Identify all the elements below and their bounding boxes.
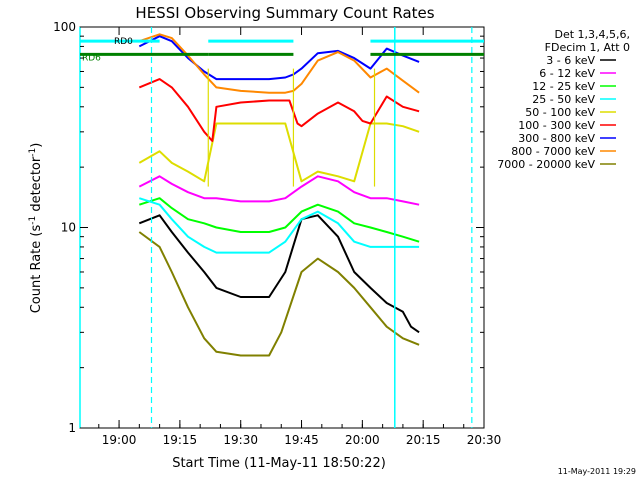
- y-axis-label-part-5: ): [29, 143, 44, 148]
- legend-label-9: 7000 - 20000 keV: [497, 158, 595, 171]
- legend-label-6: 100 - 300 keV: [518, 119, 595, 132]
- legend-label-3: 12 - 25 keV: [532, 80, 595, 93]
- legend-label-1: 3 - 6 keV: [546, 54, 595, 67]
- series-line-1: [138, 214, 420, 334]
- legend-label-7: 300 - 800 keV: [518, 132, 595, 145]
- x-tick-label-6: 20:15: [406, 433, 441, 447]
- legend-label-4: 25 - 50 keV: [532, 93, 595, 106]
- x-tick-label-4: 19:45: [284, 433, 319, 447]
- rd6-label: RD6: [82, 53, 101, 63]
- series-line-2: [138, 175, 420, 206]
- series-line-4: [138, 197, 420, 254]
- y-tick-label-1: 1: [68, 421, 76, 435]
- axes-layer: 19:00 19:15 19:30 19:45 20:00 20:15 20:30 1 10 10…: [53, 20, 501, 447]
- y-tick-label-2: 10: [61, 221, 76, 235]
- y-axis-label-part-3: detector: [29, 156, 44, 216]
- footer-date: 11-May-2011 19:29: [558, 467, 636, 476]
- legend-label-8: 800 - 7000 keV: [511, 145, 595, 158]
- series-line-9: [138, 231, 420, 357]
- x-tick-label-2: 19:15: [163, 433, 198, 447]
- rd0-label: RD0: [114, 37, 133, 47]
- x-tick-label-5: 20:00: [345, 433, 380, 447]
- y-axis-label-part-4: -1: [28, 148, 38, 157]
- y-tick-label-3: 100: [53, 20, 76, 34]
- x-tick-label-3: 19:30: [223, 433, 258, 447]
- legend-label-5: 50 - 100 keV: [525, 106, 595, 119]
- x-tick-label-7: 20:30: [467, 433, 502, 447]
- x-axis-label: Start Time (11-May-11 18:50:22): [172, 456, 386, 471]
- series-line-3: [138, 197, 420, 243]
- legend: Det 1,3,4,5,6, FDecim 1, Att 0 3 - 6 keV…: [497, 28, 630, 171]
- series-line-8: [138, 33, 420, 94]
- series-line-5: [138, 122, 420, 183]
- chart-title: HESSI Observing Summary Count Rates: [135, 4, 434, 22]
- y-axis-label: Count Rate (s-1 detector-1): [28, 143, 44, 314]
- y-axis-label-part-1: Count Rate (s: [29, 225, 44, 314]
- x-tick-label-1: 19:00: [102, 433, 137, 447]
- legend-label-2: 6 - 12 keV: [539, 67, 595, 80]
- y-axis-label-part-2: -1: [28, 216, 38, 225]
- legend-header-line-1: Det 1,3,4,5,6,: [554, 28, 630, 41]
- legend-header-line-2: FDecim 1, Att 0: [545, 41, 630, 54]
